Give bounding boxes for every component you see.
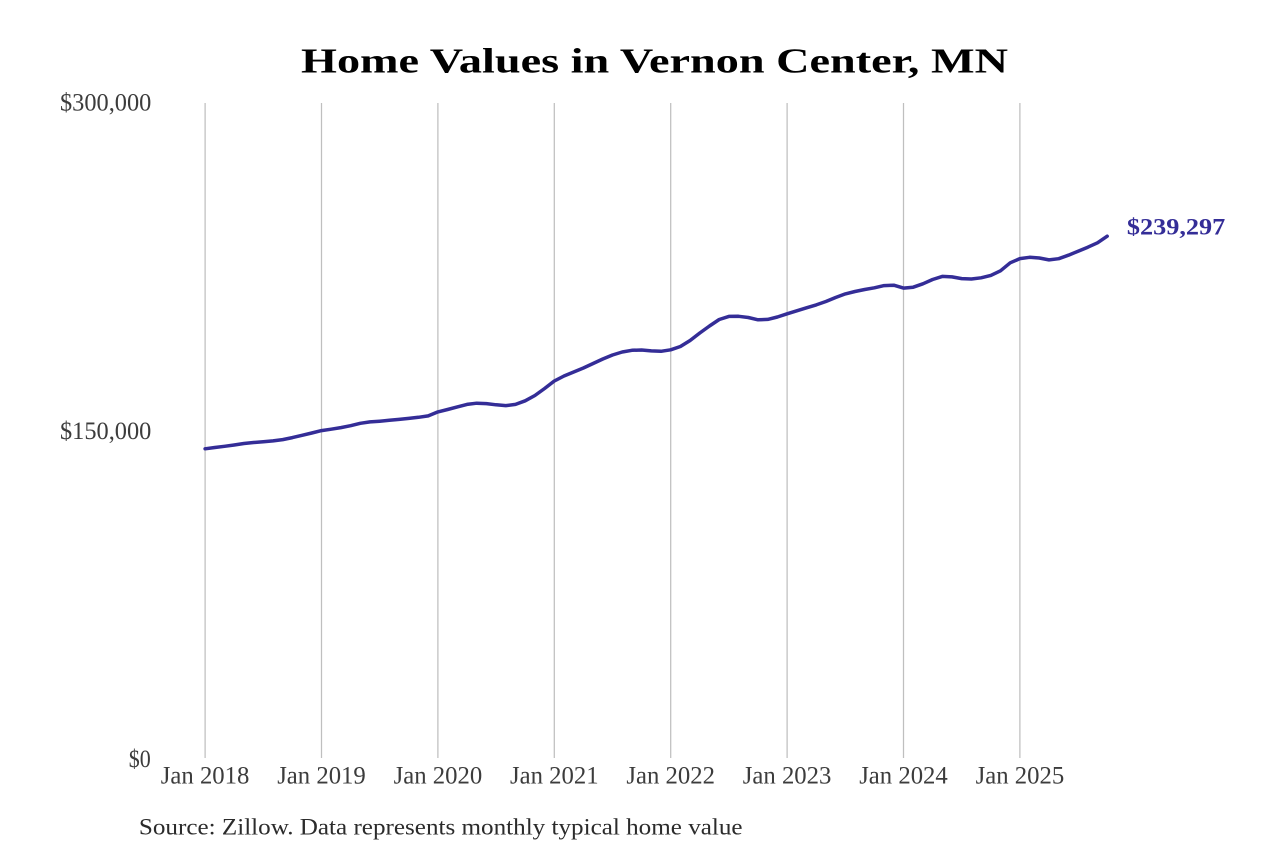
svg-text:$150,000: $150,000 [60,416,151,445]
svg-text:Home Values in Vernon Center,: Home Values in Vernon Center, MN [301,42,1008,81]
svg-text:Jan 2023: Jan 2023 [743,762,832,789]
svg-text:Source: Zillow. Data represent: Source: Zillow. Data represents monthly … [139,814,743,840]
svg-text:Jan 2019: Jan 2019 [277,762,366,789]
svg-text:Jan 2021: Jan 2021 [510,762,599,789]
svg-text:Jan 2024: Jan 2024 [859,762,948,789]
svg-text:$300,000: $300,000 [60,88,151,117]
svg-text:Jan 2022: Jan 2022 [626,762,715,789]
svg-text:Jan 2018: Jan 2018 [161,762,250,789]
svg-text:Jan 2025: Jan 2025 [976,762,1065,789]
svg-text:$0: $0 [129,744,151,773]
svg-text:$239,297: $239,297 [1127,215,1225,240]
svg-text:Jan 2020: Jan 2020 [394,762,483,789]
